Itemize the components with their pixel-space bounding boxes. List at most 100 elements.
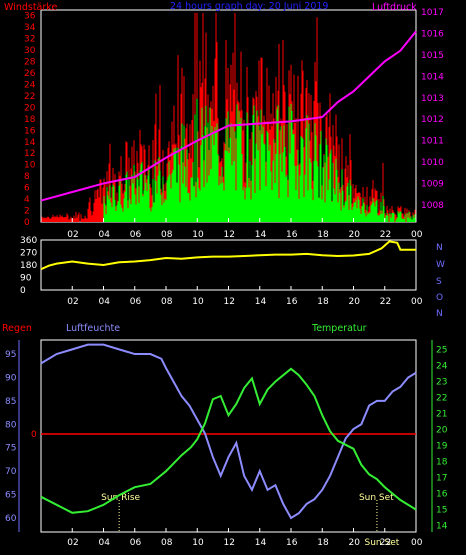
temperature-tick-label: 22: [436, 394, 447, 404]
wind-tick-label: 16: [24, 126, 36, 136]
temperature-axis-ticks: 14 15 16 17 18 19 20 21 22 23 24 25: [436, 346, 448, 532]
temperature-tick-label: 20: [436, 426, 448, 436]
temperature-tick-label: 16: [436, 490, 448, 500]
temperature-line: [40, 367, 417, 514]
compass-n-bottom: N: [436, 309, 443, 319]
x-tick-label: 00: [411, 230, 423, 240]
compass-w: W: [436, 260, 445, 270]
x-tick-label: 16: [286, 297, 298, 307]
temperature-tick-label: 19: [436, 442, 448, 452]
x-tick-label: 18: [317, 297, 329, 307]
compass-labels: N W S O N: [436, 243, 445, 319]
x-tick-label: 16: [286, 538, 298, 548]
humidity-tick-label: 80: [5, 420, 17, 430]
temperature-tick-label: 21: [436, 410, 447, 420]
rain-value: 0: [31, 430, 37, 440]
x-tick-label: 06: [130, 297, 142, 307]
wind-tick-label: 28: [24, 58, 36, 68]
wind-tick-label: 26: [24, 69, 36, 79]
direction-tick-label: 90: [20, 274, 32, 284]
x-tick-label: 08: [161, 230, 173, 240]
compass-o: O: [436, 293, 443, 303]
wind-tick-label: 18: [24, 115, 36, 125]
direction-tick-label: 180: [20, 261, 37, 271]
humidity-tick-label: 75: [5, 444, 16, 454]
humidity-tick-label: 90: [5, 373, 17, 383]
temperature-tick-label: 18: [436, 458, 448, 468]
direction-tick-label: 0: [20, 286, 26, 296]
x-tick-label: 00: [411, 297, 423, 307]
direction-tick-label: 270: [20, 249, 37, 259]
x-tick-label: 20: [349, 297, 361, 307]
pressure-tick-label: 1017: [421, 8, 444, 18]
regen-label: Regen: [2, 323, 32, 334]
wind-tick-label: 30: [24, 46, 36, 56]
luftfeuchte-label: Luftfeuchte: [66, 323, 120, 334]
x-tick-label: 10: [192, 538, 204, 548]
top-x-ticks: 02 04 06 08 10 12 14 16 18 20 22 00: [67, 218, 423, 240]
wind-tick-label: 24: [24, 80, 36, 90]
windstaerke-label: Windstärke: [4, 2, 57, 13]
temperature-tick-label: 25: [436, 346, 447, 356]
direction-axis-ticks: 0 90 180 270 360: [20, 236, 37, 296]
humidity-tick-label: 60: [5, 514, 17, 524]
bottom-x-ticks: 02 04 06 08 10 12 14 16 18 20 22 00: [67, 528, 423, 548]
x-tick-label: 04: [99, 538, 111, 548]
mid-x-ticks: 02 04 06 08 10 12 14 16 18 20 22 00: [67, 286, 423, 307]
compass-n-top: N: [436, 243, 443, 253]
wind-tick-label: 12: [24, 149, 35, 159]
wind-tick-label: 20: [24, 103, 36, 113]
x-tick-label: 12: [224, 297, 235, 307]
pressure-tick-label: 1008: [421, 201, 444, 211]
sun-label: Sun Set: [365, 538, 400, 548]
pressure-line: [40, 30, 417, 202]
wind-tick-label: 0: [24, 218, 30, 228]
x-tick-label: 18: [317, 538, 329, 548]
x-tick-label: 18: [317, 230, 329, 240]
compass-s: S: [436, 277, 442, 287]
wind-pressure-panel: Windstärke 24 hours graph day: 20 Juni 2…: [4, 1, 444, 240]
wind-tick-label: 2: [24, 207, 30, 217]
sun-label: Sun Rise: [101, 493, 140, 503]
wind-direction-line: [40, 240, 416, 271]
x-tick-label: 08: [161, 297, 173, 307]
x-tick-label: 08: [161, 538, 173, 548]
x-tick-label: 20: [349, 538, 361, 548]
x-tick-label: 02: [67, 297, 78, 307]
pressure-axis-ticks: 1008 1009 1010 1011 1012 1013 1014 1015 1016 1017: [421, 8, 444, 211]
wind-direction-panel: 0 90 180 270 360 02 04 06 08 10 12 14 16 18 20 22 00 N …: [20, 236, 445, 319]
x-tick-label: 00: [411, 538, 423, 548]
pressure-tick-label: 1011: [421, 137, 444, 147]
x-tick-label: 04: [99, 230, 111, 240]
pressure-tick-label: 1016: [421, 30, 444, 40]
x-tick-label: 10: [192, 230, 204, 240]
luftdruck-label: Luftdruck: [372, 2, 417, 13]
x-tick-label: 12: [224, 230, 235, 240]
temperatur-label: Temperatur: [311, 323, 367, 334]
temperature-tick-label: 17: [436, 474, 447, 484]
x-tick-label: 06: [130, 538, 142, 548]
wind-tick-label: 4: [24, 195, 30, 205]
x-tick-label: 12: [224, 538, 235, 548]
wind-tick-label: 14: [24, 138, 36, 148]
humidity-line: [40, 343, 417, 520]
x-tick-label: 10: [192, 297, 204, 307]
wind-tick-label: 36: [24, 12, 36, 22]
chart-title: 24 hours graph day: 20 Juni 2019: [170, 1, 328, 12]
temperature-tick-label: 23: [436, 378, 447, 388]
temperature-tick-label: 15: [436, 506, 447, 516]
x-tick-label: 22: [380, 297, 391, 307]
wind-tick-label: 10: [24, 161, 36, 171]
x-tick-label: 04: [99, 297, 111, 307]
humidity-axis-ticks: 60 65 70 75 80 85 90 95: [5, 350, 17, 524]
pressure-tick-label: 1015: [421, 51, 444, 61]
humidity-tick-label: 65: [5, 491, 16, 501]
humidity-tick-label: 95: [5, 350, 16, 360]
wind-tick-label: 6: [24, 184, 30, 194]
direction-tick-label: 360: [20, 236, 37, 246]
bottom-frame: [40, 339, 417, 533]
humidity-temp-panel: Regen Luftfeuchte Temperatur 60 65 70 75 80 8…: [2, 323, 448, 548]
wind-tick-label: 22: [24, 92, 35, 102]
